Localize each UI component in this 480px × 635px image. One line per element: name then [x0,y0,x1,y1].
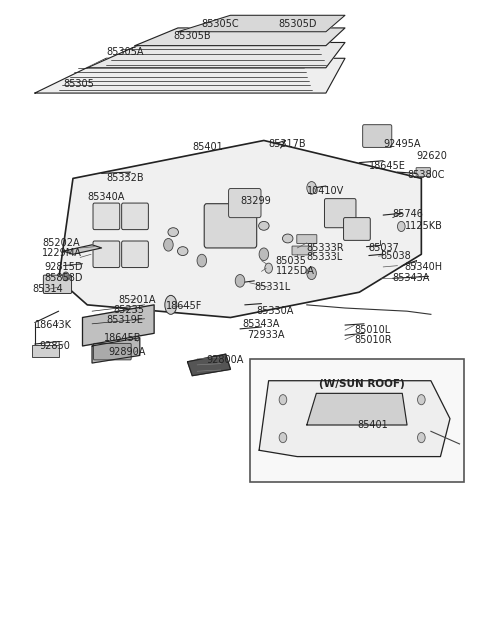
FancyBboxPatch shape [363,124,392,147]
Text: 85037: 85037 [369,243,400,253]
FancyBboxPatch shape [292,246,312,255]
FancyBboxPatch shape [416,168,431,177]
FancyBboxPatch shape [121,241,148,267]
Text: 85340A: 85340A [87,192,125,203]
Text: 92815D: 92815D [44,262,83,272]
Text: 85319E: 85319E [107,315,143,325]
FancyBboxPatch shape [204,204,257,248]
Text: 85332B: 85332B [107,173,144,184]
Circle shape [397,222,405,232]
Polygon shape [87,43,345,68]
Text: 85401: 85401 [357,420,388,430]
Text: 85010L: 85010L [355,325,391,335]
FancyBboxPatch shape [297,235,317,244]
Text: 92495A: 92495A [383,138,420,149]
Circle shape [307,267,316,279]
Text: (W/SUN ROOF): (W/SUN ROOF) [319,379,405,389]
Text: 85035: 85035 [276,256,307,265]
Text: 85331L: 85331L [254,282,290,292]
Text: 92850: 92850 [39,341,71,351]
Text: 85333L: 85333L [307,253,343,262]
Text: 85305D: 85305D [278,18,317,29]
Polygon shape [135,28,345,46]
FancyBboxPatch shape [121,203,148,230]
Ellipse shape [178,246,188,255]
Circle shape [279,394,287,404]
Polygon shape [178,15,345,32]
Polygon shape [259,381,450,457]
Circle shape [418,394,425,404]
Circle shape [259,248,269,260]
Text: 85380C: 85380C [407,170,444,180]
Text: 85305: 85305 [63,79,94,88]
FancyBboxPatch shape [344,218,370,241]
Circle shape [164,239,173,251]
Text: 85401: 85401 [192,142,223,152]
Polygon shape [59,140,421,318]
Ellipse shape [165,295,177,314]
Ellipse shape [168,228,179,237]
Text: 85343A: 85343A [393,273,430,283]
FancyBboxPatch shape [93,203,120,230]
Text: 85305B: 85305B [173,31,211,41]
Polygon shape [63,245,102,254]
Text: 85235: 85235 [114,305,144,315]
Circle shape [418,432,425,443]
FancyBboxPatch shape [228,189,261,218]
FancyBboxPatch shape [94,344,131,360]
Text: 85330A: 85330A [257,306,294,316]
Text: 1229MA: 1229MA [42,248,82,258]
Polygon shape [307,393,407,425]
Text: 92890A: 92890A [109,347,146,358]
FancyBboxPatch shape [33,345,59,357]
Text: 85305C: 85305C [202,18,240,29]
FancyBboxPatch shape [43,275,72,293]
Ellipse shape [259,222,269,231]
Text: 18645E: 18645E [369,161,406,171]
Text: 85038: 85038 [381,251,411,261]
Circle shape [279,432,287,443]
Text: 1125KB: 1125KB [405,221,443,231]
Text: 85340H: 85340H [405,262,443,272]
Circle shape [62,272,69,281]
Polygon shape [92,338,140,363]
Text: 1125DA: 1125DA [276,266,315,276]
Circle shape [197,254,206,267]
Polygon shape [83,305,154,346]
Text: 18645F: 18645F [166,301,203,311]
Text: 10410V: 10410V [307,186,344,196]
Text: 85201A: 85201A [118,295,156,305]
Circle shape [265,263,273,273]
Text: 85746: 85746 [393,210,423,220]
FancyBboxPatch shape [324,199,356,228]
Circle shape [235,274,245,287]
Text: 85333R: 85333R [307,243,345,253]
Text: 92800A: 92800A [206,356,244,366]
Text: 72933A: 72933A [247,330,285,340]
Text: 85317B: 85317B [269,138,306,149]
Text: 83299: 83299 [240,196,271,206]
FancyBboxPatch shape [250,359,464,482]
Text: 18645B: 18645B [104,333,142,343]
Circle shape [307,182,316,194]
Polygon shape [35,58,345,93]
Text: 85202A: 85202A [42,238,80,248]
Text: 18643K: 18643K [35,320,72,330]
Text: 85010R: 85010R [355,335,392,345]
Ellipse shape [282,234,293,243]
FancyBboxPatch shape [93,241,120,267]
Text: 85314: 85314 [33,284,63,294]
Text: 85343A: 85343A [242,319,280,329]
Text: 85305A: 85305A [107,47,144,57]
Text: 92620: 92620 [417,151,447,161]
Polygon shape [188,354,230,376]
Text: 85858D: 85858D [44,272,83,283]
